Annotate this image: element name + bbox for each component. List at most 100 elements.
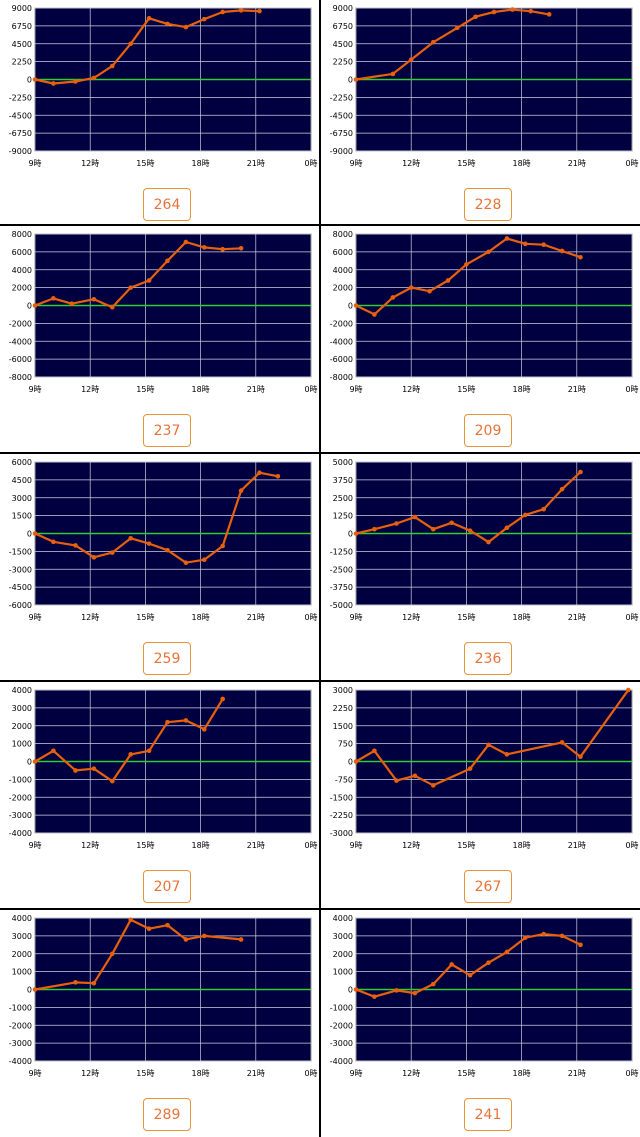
data-point <box>32 759 38 764</box>
data-point <box>201 245 207 250</box>
data-point <box>559 740 565 745</box>
y-tick-label: -2250 <box>9 93 32 102</box>
machine-number-badge[interactable]: 209 <box>464 414 512 447</box>
y-tick-label: 0 <box>348 76 353 85</box>
x-tick-label: 15時 <box>457 1069 475 1078</box>
data-point <box>430 526 436 532</box>
x-tick-label: 9時 <box>28 841 41 850</box>
data-point <box>578 469 583 475</box>
x-tick-label: 18時 <box>513 613 531 622</box>
chart-panel: 9000 6750 4500 2250 0 -2250 -4500 -6750 -9000 9時 1… <box>0 0 319 225</box>
data-point <box>238 937 244 942</box>
y-tick-label: 2250 <box>12 58 32 67</box>
data-point <box>522 512 528 518</box>
data-point <box>201 933 207 939</box>
y-tick-label: 4000 <box>333 914 353 923</box>
y-tick-label: -1500 <box>330 793 353 802</box>
data-point <box>467 766 473 771</box>
data-point <box>220 543 225 549</box>
machine-number-badge[interactable]: 241 <box>464 1098 512 1131</box>
machine-number-badge[interactable]: 289 <box>143 1098 191 1131</box>
line-chart: 4000 3000 2000 1000 0 -1000 -2000 -3000 -4000 9時 1… <box>9 686 318 850</box>
x-tick-label: 12時 <box>402 613 420 622</box>
series-line <box>34 918 242 991</box>
y-tick-label: 2000 <box>333 284 353 293</box>
line-chart: 4000 3000 2000 1000 0 -1000 -2000 -3000 -4000 9時 1… <box>9 914 318 1078</box>
y-tick-label: -4000 <box>9 337 32 346</box>
x-tick-label: 15時 <box>136 1069 154 1078</box>
data-point <box>353 531 359 536</box>
data-point <box>128 41 133 47</box>
y-tick-label: -5000 <box>330 601 353 610</box>
data-point <box>372 748 377 754</box>
y-tick-label: -6000 <box>9 601 32 610</box>
machine-number-badge[interactable]: 207 <box>143 870 191 903</box>
y-tick-label: 1500 <box>333 722 353 731</box>
y-tick-label: 6750 <box>12 22 32 31</box>
x-tick-label: 15時 <box>457 841 475 850</box>
y-tick-label: -3000 <box>9 1039 32 1048</box>
data-point <box>165 258 170 264</box>
machine-number-badge[interactable]: 237 <box>143 414 191 447</box>
y-tick-label: 2250 <box>333 704 353 713</box>
y-tick-label: 0 <box>348 302 353 311</box>
data-point <box>473 14 478 20</box>
machine-number-badge[interactable]: 259 <box>143 642 191 675</box>
row-divider <box>0 680 640 682</box>
y-tick-label: 1000 <box>12 740 32 749</box>
data-point <box>412 514 418 520</box>
x-tick-label: 0時 <box>625 1069 638 1078</box>
x-tick-label: 9時 <box>28 385 41 394</box>
y-tick-label: -2250 <box>330 93 353 102</box>
y-tick-label: 3000 <box>12 932 32 941</box>
data-point <box>32 531 38 536</box>
data-point <box>91 296 97 302</box>
y-tick-label: -9000 <box>330 147 353 156</box>
data-point <box>390 295 396 300</box>
y-tick-label: -2000 <box>330 1021 353 1030</box>
data-point <box>408 57 414 62</box>
x-tick-label: 18時 <box>192 385 210 394</box>
data-point <box>146 541 152 546</box>
y-tick-label: -1500 <box>9 547 32 556</box>
y-tick-label: -1000 <box>9 775 32 784</box>
x-tick-label: 15時 <box>136 159 154 168</box>
line-chart: 9000 6750 4500 2250 0 -2250 -4500 -6750 -9000 9時 1… <box>9 4 318 168</box>
x-tick-label: 18時 <box>513 159 531 168</box>
machine-number-badge[interactable]: 267 <box>464 870 512 903</box>
data-point <box>626 687 631 693</box>
y-tick-label: 3000 <box>12 704 32 713</box>
machine-number-badge[interactable]: 236 <box>464 642 512 675</box>
y-tick-label: 0 <box>27 76 32 85</box>
y-tick-label: 0 <box>348 986 353 995</box>
x-tick-label: 0時 <box>625 841 638 850</box>
data-point <box>372 994 377 999</box>
y-tick-label: 1250 <box>333 512 353 521</box>
y-tick-label: 0 <box>27 302 32 311</box>
data-point <box>238 246 244 251</box>
data-point <box>275 474 281 479</box>
x-tick-label: 21時 <box>568 1069 586 1078</box>
y-tick-label: 6000 <box>12 458 32 467</box>
data-point <box>73 768 78 773</box>
x-tick-label: 15時 <box>136 841 154 850</box>
y-tick-label: 1000 <box>333 968 353 977</box>
line-chart: 8000 6000 4000 2000 0 -2000 -4000 -6000 -8000 9時 1… <box>9 230 318 394</box>
data-point <box>541 931 546 937</box>
data-point <box>183 560 189 565</box>
data-point <box>504 752 510 757</box>
machine-number-badge[interactable]: 264 <box>143 188 191 221</box>
x-tick-label: 9時 <box>349 385 362 394</box>
machine-number-badge[interactable]: 228 <box>464 188 512 221</box>
x-tick-label: 18時 <box>192 1069 210 1078</box>
y-tick-label: -2000 <box>330 319 353 328</box>
data-point <box>32 77 38 82</box>
data-point <box>51 539 56 545</box>
y-tick-label: -1250 <box>330 547 353 556</box>
x-tick-label: 18時 <box>192 159 210 168</box>
y-tick-label: -1000 <box>9 1003 32 1012</box>
x-tick-label: 0時 <box>625 613 638 622</box>
x-tick-label: 12時 <box>81 385 99 394</box>
y-tick-label: -3000 <box>330 1039 353 1048</box>
x-tick-label: 12時 <box>81 159 99 168</box>
